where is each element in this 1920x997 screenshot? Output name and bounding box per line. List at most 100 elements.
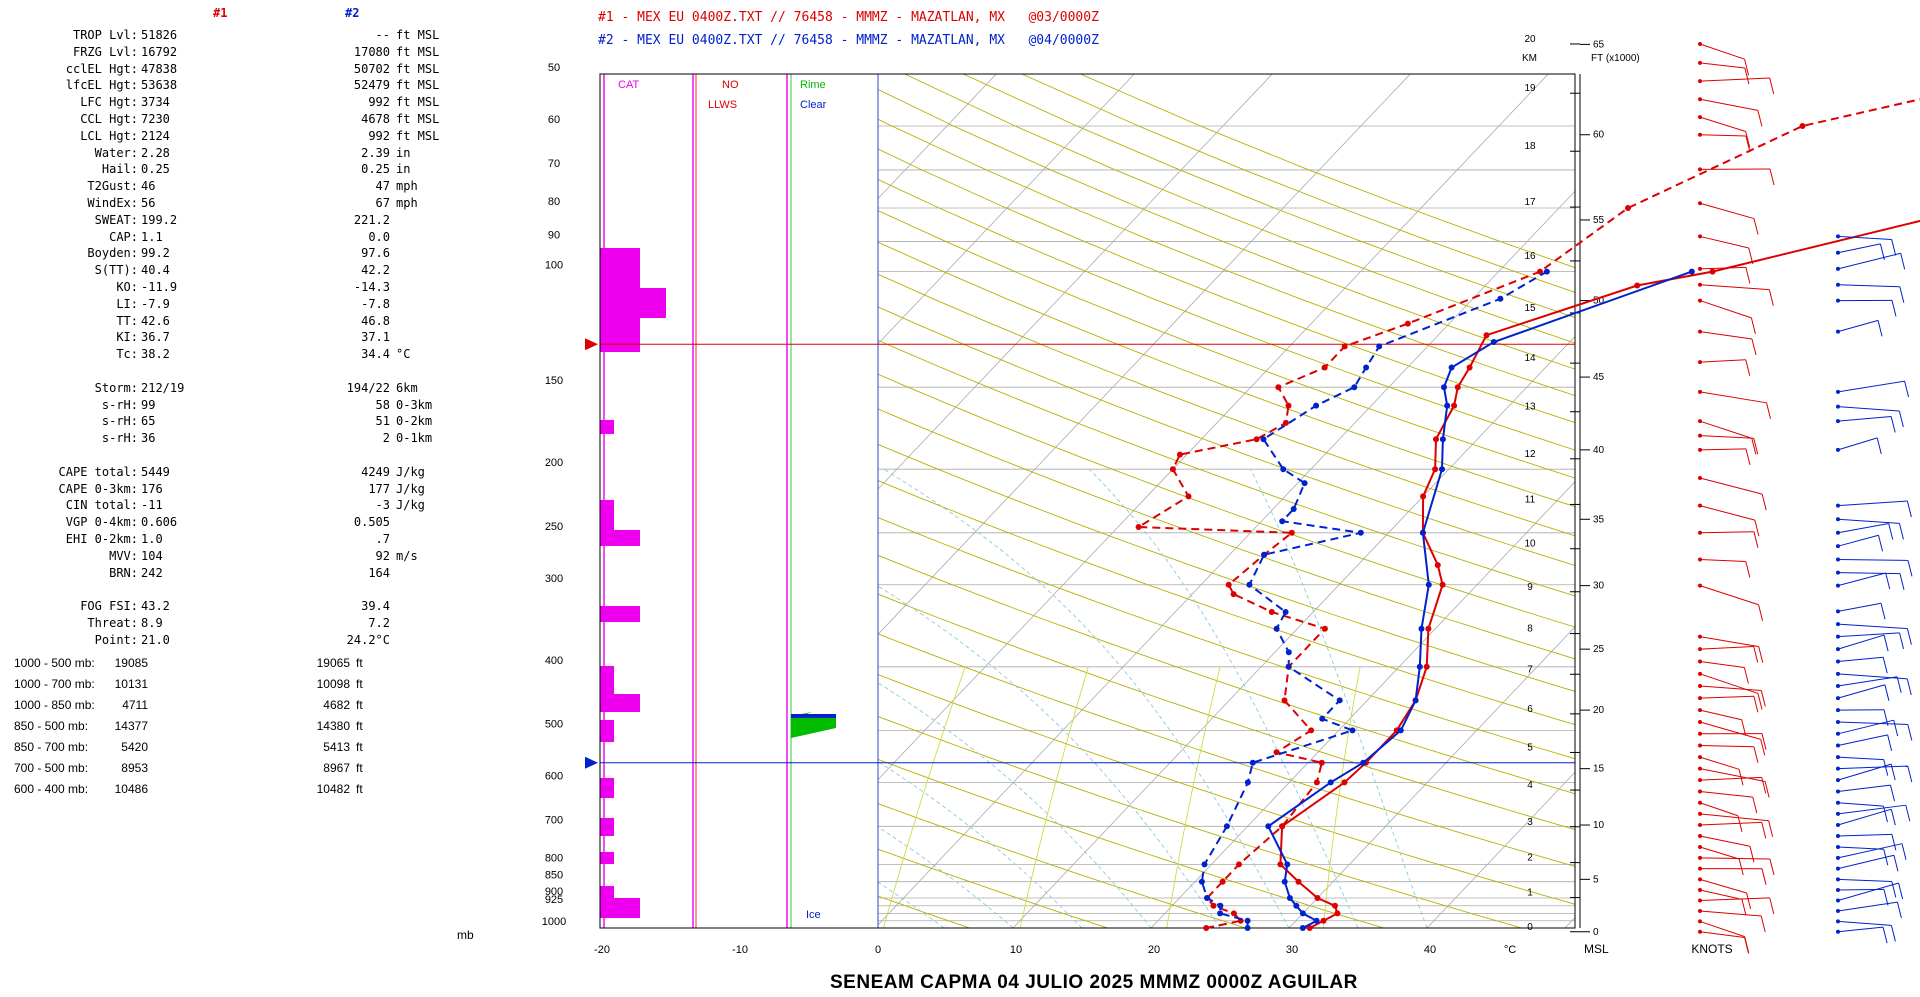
wind-barb-point [1698, 696, 1702, 701]
wind-barb [1699, 813, 1769, 822]
wind-barb-flag [1907, 560, 1913, 577]
moist-adiabat [1088, 468, 1359, 928]
dry-adiabat [600, 241, 1575, 628]
wind-barb-point [1698, 789, 1702, 794]
wind-barb-point [1698, 671, 1702, 676]
wind-barb [1699, 821, 1762, 826]
wind-barb [1837, 673, 1908, 680]
wind-barb [1837, 572, 1886, 587]
wind-barb-point [1698, 132, 1702, 137]
index-row: CCL Hgt: 7230 4678 ft MSL [0, 111, 439, 129]
wind-barb-point [1836, 778, 1840, 783]
sounding-point [1357, 529, 1364, 536]
wind-barb [1699, 709, 1742, 721]
index-row: BRN: 242 164 [0, 566, 420, 583]
sounding-point [1285, 649, 1292, 656]
index-row: VGP 0-4km: 0.606 0.505 [0, 515, 420, 532]
sounding-point [1334, 910, 1341, 917]
wind-barb-point [1836, 844, 1840, 849]
moist-adiabat [883, 468, 1290, 928]
sounding-point [1201, 861, 1208, 868]
wind-barb-flag [1750, 317, 1756, 335]
sounding-point [1433, 436, 1439, 443]
sounding-point [1210, 902, 1217, 909]
indices-panel: TROP Lvl: 51826 -- ft MSL FRZG Lvl: 16792 1708… [0, 28, 440, 649]
sounding-point [1284, 861, 1291, 868]
wind-barb-point [1836, 419, 1840, 424]
ft-tick-label: 45 [1593, 372, 1605, 383]
wind-barb-flag [1745, 448, 1751, 465]
index-row [0, 364, 420, 381]
sounding-point [1439, 581, 1446, 588]
wind-barb [1837, 878, 1892, 882]
dry-adiabat [600, 315, 1575, 692]
sounding-point [1261, 551, 1268, 558]
wind-barb-flag [1769, 168, 1775, 186]
sounding-point [1246, 581, 1253, 588]
wind-barb-flag [1761, 868, 1767, 885]
pressure-tick-label: 700 [545, 814, 563, 826]
index-label: EHI 0-2km: [65, 531, 138, 546]
index-label: CAP: [109, 229, 138, 244]
wind-barb [1837, 319, 1879, 333]
sounding-point [1223, 823, 1230, 830]
index-v1: 40.4 [141, 263, 170, 278]
wind-barb-point [1836, 800, 1840, 805]
icing-panel-bg [600, 74, 878, 928]
sounding-point [1288, 529, 1295, 536]
index-v1: 21.0 [141, 632, 170, 647]
thickness-unit: ft [356, 782, 363, 796]
sounding-point [1420, 493, 1427, 500]
index-unit: ft MSL [396, 78, 440, 93]
sounding-point [1301, 480, 1308, 487]
index-label: TT: [116, 313, 138, 328]
sounding-point [1321, 625, 1328, 632]
dry-adiabat [600, 169, 1575, 567]
wind-barb [1837, 518, 1900, 524]
tropopause-marker [585, 756, 598, 769]
km-axis-label: KM [1522, 53, 1537, 64]
sounding-1-title: #1 - MEX EU 0400Z.TXT // 76458 - MMMZ - … [598, 10, 1099, 25]
index-unit: ft MSL [396, 95, 440, 110]
wind-barb [1837, 882, 1899, 902]
cat-label: CAT [618, 79, 639, 91]
wind-barb-point [1698, 447, 1702, 452]
wind-barb-flag [1738, 858, 1744, 876]
wind-barb [1699, 910, 1762, 917]
sounding-point [1419, 529, 1426, 536]
thickness-label: 1000 - 700 mb: [14, 677, 95, 691]
ft-tick-label: 20 [1593, 705, 1605, 716]
wind-barb [1699, 776, 1762, 781]
index-v2: -- [375, 28, 390, 42]
index-row: Water: 2.28 2.39 in [0, 146, 420, 163]
index-v2: 47 [375, 179, 390, 194]
index-row: FOG FSI: 43.2 39.4 [0, 599, 420, 616]
wind-barb [1837, 380, 1905, 393]
ft-tick-label: 5 [1593, 874, 1599, 885]
sounding-line [1200, 270, 1548, 928]
wind-barb-flag [1769, 858, 1775, 876]
index-label: MVV: [109, 548, 138, 563]
sounding-point [1313, 402, 1320, 409]
sounding-point [1306, 925, 1313, 931]
wind-barb-flag [1889, 784, 1895, 802]
sounding-point [1261, 551, 1268, 558]
index-row: s-rH: 99 58 0-3km [0, 397, 432, 415]
wind-barb-point [1698, 583, 1702, 588]
index-row: Hail: 0.25 0.25 in [0, 162, 420, 179]
index-label: CCL Hgt: [80, 111, 138, 126]
wind-barb [1837, 763, 1892, 781]
index-unit: 6km [396, 380, 418, 395]
wind-barb-flag [1738, 769, 1744, 786]
wind-barb-point [1836, 731, 1840, 736]
wind-barb-flag [1904, 381, 1910, 398]
pressure-tick-label: 400 [545, 655, 563, 667]
sounding-point [1444, 402, 1451, 409]
sounding-point [1439, 466, 1445, 473]
index-label: KI: [116, 330, 138, 345]
sounding-point [1308, 727, 1315, 734]
wind-barb-point [1698, 823, 1702, 828]
index-v1: 46 [141, 179, 156, 194]
index-v2: 221.2 [353, 212, 390, 227]
index-label: s-rH: [101, 397, 138, 412]
